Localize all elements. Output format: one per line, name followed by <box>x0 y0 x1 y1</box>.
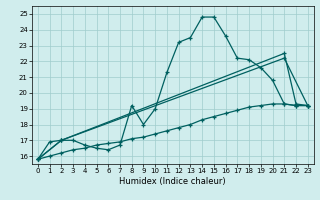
X-axis label: Humidex (Indice chaleur): Humidex (Indice chaleur) <box>119 177 226 186</box>
